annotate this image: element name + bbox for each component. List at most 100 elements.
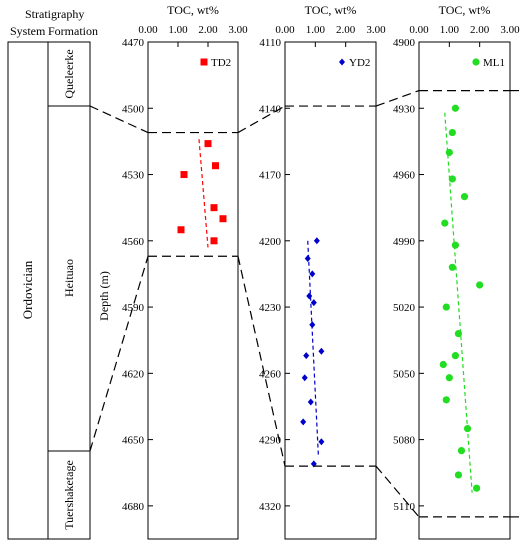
correlation-line: [375, 465, 420, 518]
data-point: [318, 438, 325, 446]
data-point: [309, 321, 316, 329]
data-point: [300, 418, 307, 426]
data-point: [219, 215, 227, 223]
data-point: [210, 204, 218, 212]
plot-frame: [418, 41, 511, 540]
data-point: [457, 447, 466, 455]
data-point: [177, 226, 185, 234]
data-point: [445, 148, 453, 157]
data-point: [306, 292, 313, 300]
y-tick-label: 4560: [122, 236, 145, 248]
data-point: [476, 281, 484, 289]
y-tick-label: 4930: [393, 103, 416, 115]
x-axis-label: TOC, wt%: [439, 3, 491, 17]
y-tick-label: 4260: [259, 368, 282, 380]
data-point: [442, 303, 450, 311]
y-tick-label: 5020: [393, 302, 416, 314]
y-tick-label: 4320: [259, 501, 282, 513]
y-tick-label: 4200: [259, 236, 282, 248]
x-tick-label: 2.00: [198, 24, 218, 36]
data-point: [463, 424, 472, 433]
y-tick-label: 4900: [393, 37, 416, 49]
legend-marker: [200, 58, 208, 66]
correlation-line: [89, 256, 149, 452]
data-point: [310, 299, 317, 307]
x-axis-label: TOC, wt%: [167, 3, 219, 17]
plot-frame: [147, 41, 239, 540]
trend-line: [444, 112, 473, 493]
data-point: [210, 237, 218, 245]
trend-line: [307, 240, 319, 456]
data-point: [303, 352, 310, 360]
y-tick-label: 4500: [122, 103, 145, 115]
header-formation: Formation: [48, 24, 98, 38]
legend-marker: [472, 58, 480, 66]
x-tick-label: 2.00: [336, 24, 356, 36]
legend-label: YD2: [349, 57, 370, 69]
data-point: [304, 254, 311, 262]
plot-frame: [284, 41, 377, 540]
data-point: [301, 374, 308, 382]
data-point: [204, 140, 212, 148]
data-point: [307, 398, 314, 406]
data-point: [448, 175, 456, 183]
y-tick-label: 4170: [259, 170, 282, 182]
y-tick-label: 4680: [122, 501, 145, 513]
data-point: [473, 484, 481, 492]
data-point: [451, 104, 459, 112]
y-tick-label: 5110: [393, 501, 415, 513]
formation-box: [47, 41, 91, 540]
legend-label: ML1: [483, 57, 505, 69]
y-tick-label: 5080: [393, 435, 416, 447]
data-point: [451, 352, 459, 360]
x-tick-label: 0.00: [138, 24, 158, 36]
panel-ml1: TOC, wt% 0.00 1.00 2.00 3.00 4900 4930 4960 4990…: [393, 3, 520, 540]
y-tick-label: 4110: [259, 37, 281, 49]
y-tick-label: 5050: [393, 368, 416, 380]
x-tick-label: 3.00: [500, 24, 520, 36]
correlation-line: [375, 90, 420, 107]
legend-marker: [339, 58, 345, 66]
x-tick-label: 2.00: [470, 24, 490, 36]
x-tick-label: 0.00: [275, 24, 295, 36]
data-point: [442, 396, 450, 404]
data-point: [454, 329, 463, 338]
legend-label: TD2: [211, 57, 231, 69]
formation-name-1: Queleerke: [62, 49, 76, 98]
y-tick-label: 4140: [259, 103, 282, 115]
formation-name-3: Tuershaketage: [62, 460, 76, 530]
formation-name-2: Heituao: [62, 259, 76, 297]
x-tick-label: 1.00: [440, 24, 460, 36]
trend-line: [198, 139, 209, 248]
y-tick-label: 4590: [122, 302, 145, 314]
correlation-line: [237, 105, 286, 134]
data-point: [313, 237, 320, 245]
data-point: [454, 471, 463, 479]
data-point: [318, 347, 325, 355]
system-name: Ordovician: [20, 260, 35, 319]
data-point: [451, 241, 459, 249]
header-system: System: [10, 24, 46, 38]
y-tick-label: 4530: [122, 170, 145, 182]
data-point: [180, 171, 188, 179]
x-tick-label: 1.00: [168, 24, 188, 36]
panel-yd2: TOC, wt% 0.00 1.00 2.00 3.00 4110 4140 4170 4200…: [259, 3, 386, 540]
y-tick-label: 4990: [393, 236, 416, 248]
data-point: [448, 263, 456, 271]
correlation-line: [89, 105, 149, 134]
data-point: [309, 270, 316, 278]
x-tick-label: 3.00: [228, 24, 248, 36]
data-point: [460, 193, 469, 201]
y-tick-label: 4230: [259, 302, 282, 314]
x-tick-label: 3.00: [366, 24, 386, 36]
panel-td2: TOC, wt% 0.00 1.00 2.00 3.00 4470 4500 4530 4560…: [122, 3, 248, 540]
data-point: [441, 219, 449, 227]
y-tick-label: 4620: [122, 368, 145, 380]
stratigraphy-column: Ordovician Queleerke Heituao Tuershaketa…: [7, 41, 91, 540]
y-tick-label: 4470: [122, 37, 145, 49]
header-stratigraphy: Stratigraphy: [25, 7, 84, 21]
x-tick-label: 0.00: [409, 24, 429, 36]
data-point: [445, 374, 453, 382]
y-tick-label: 4960: [393, 170, 416, 182]
